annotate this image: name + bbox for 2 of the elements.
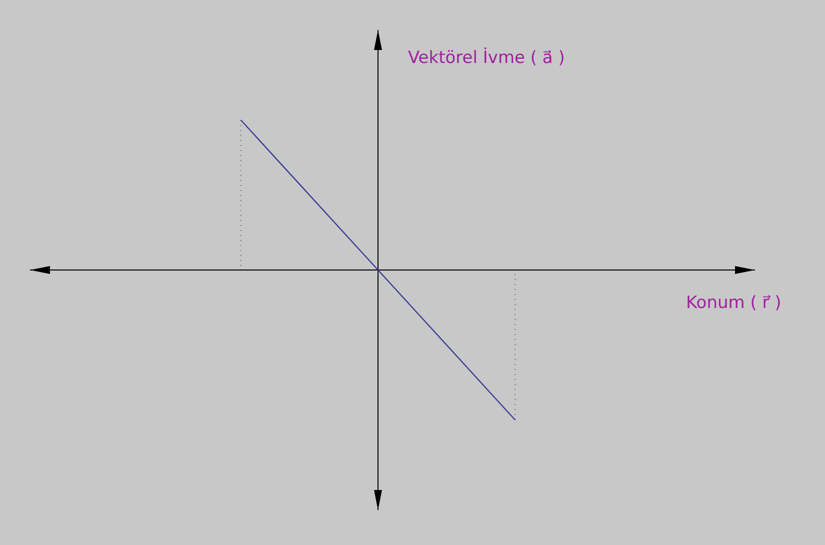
y-axis-title: Vektörel İvme ( a⃗ ) [408, 47, 565, 68]
x-axis-title: Konum ( r⃗ ) [686, 293, 782, 313]
